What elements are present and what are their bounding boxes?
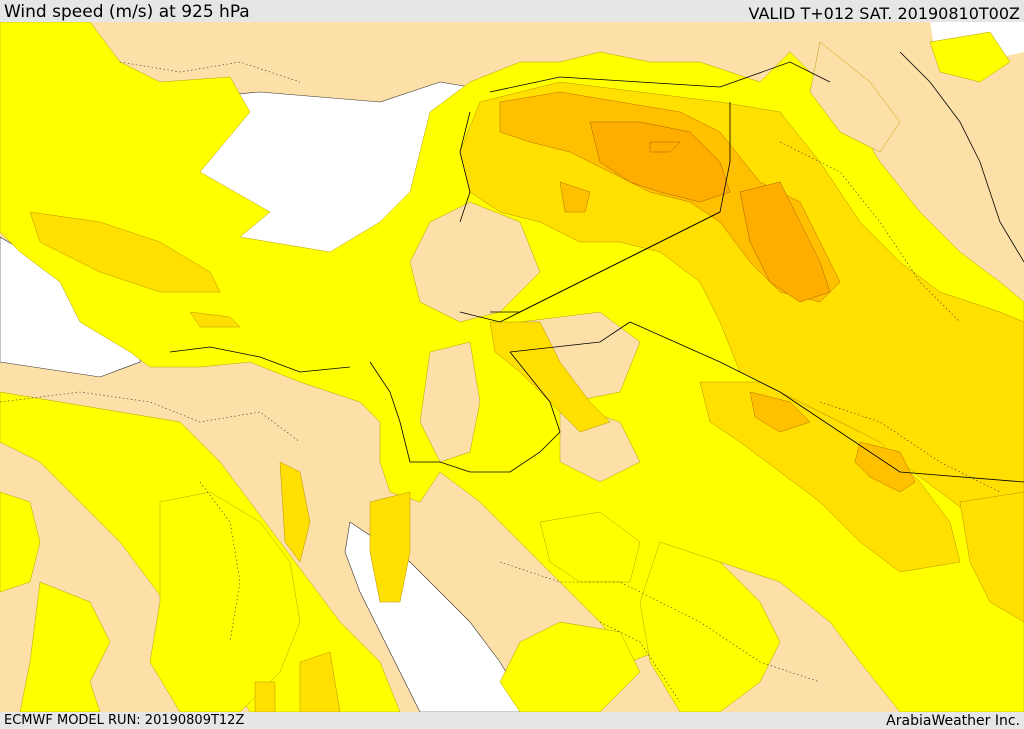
wind-band-gold	[29, 81, 1024, 712]
country-borders	[169, 51, 1024, 483]
wind-band-deep-orange	[589, 121, 831, 303]
valid-time-label: VALID T+012 SAT. 20190810T00Z	[748, 4, 1020, 23]
provider-label: ArabiaWeather Inc.	[886, 713, 1020, 729]
regional-boundaries	[0, 61, 1001, 703]
footer-bar: ECMWF MODEL RUN: 20190809T12Z ArabiaWeat…	[0, 712, 1024, 729]
wind-speed-map	[0, 22, 1024, 712]
map-title: Wind speed (m/s) at 925 hPa	[4, 2, 250, 22]
model-run-label: ECMWF MODEL RUN: 20190809T12Z	[4, 713, 245, 728]
header-bar: Wind speed (m/s) at 925 hPa VALID T+012 …	[0, 0, 1024, 23]
